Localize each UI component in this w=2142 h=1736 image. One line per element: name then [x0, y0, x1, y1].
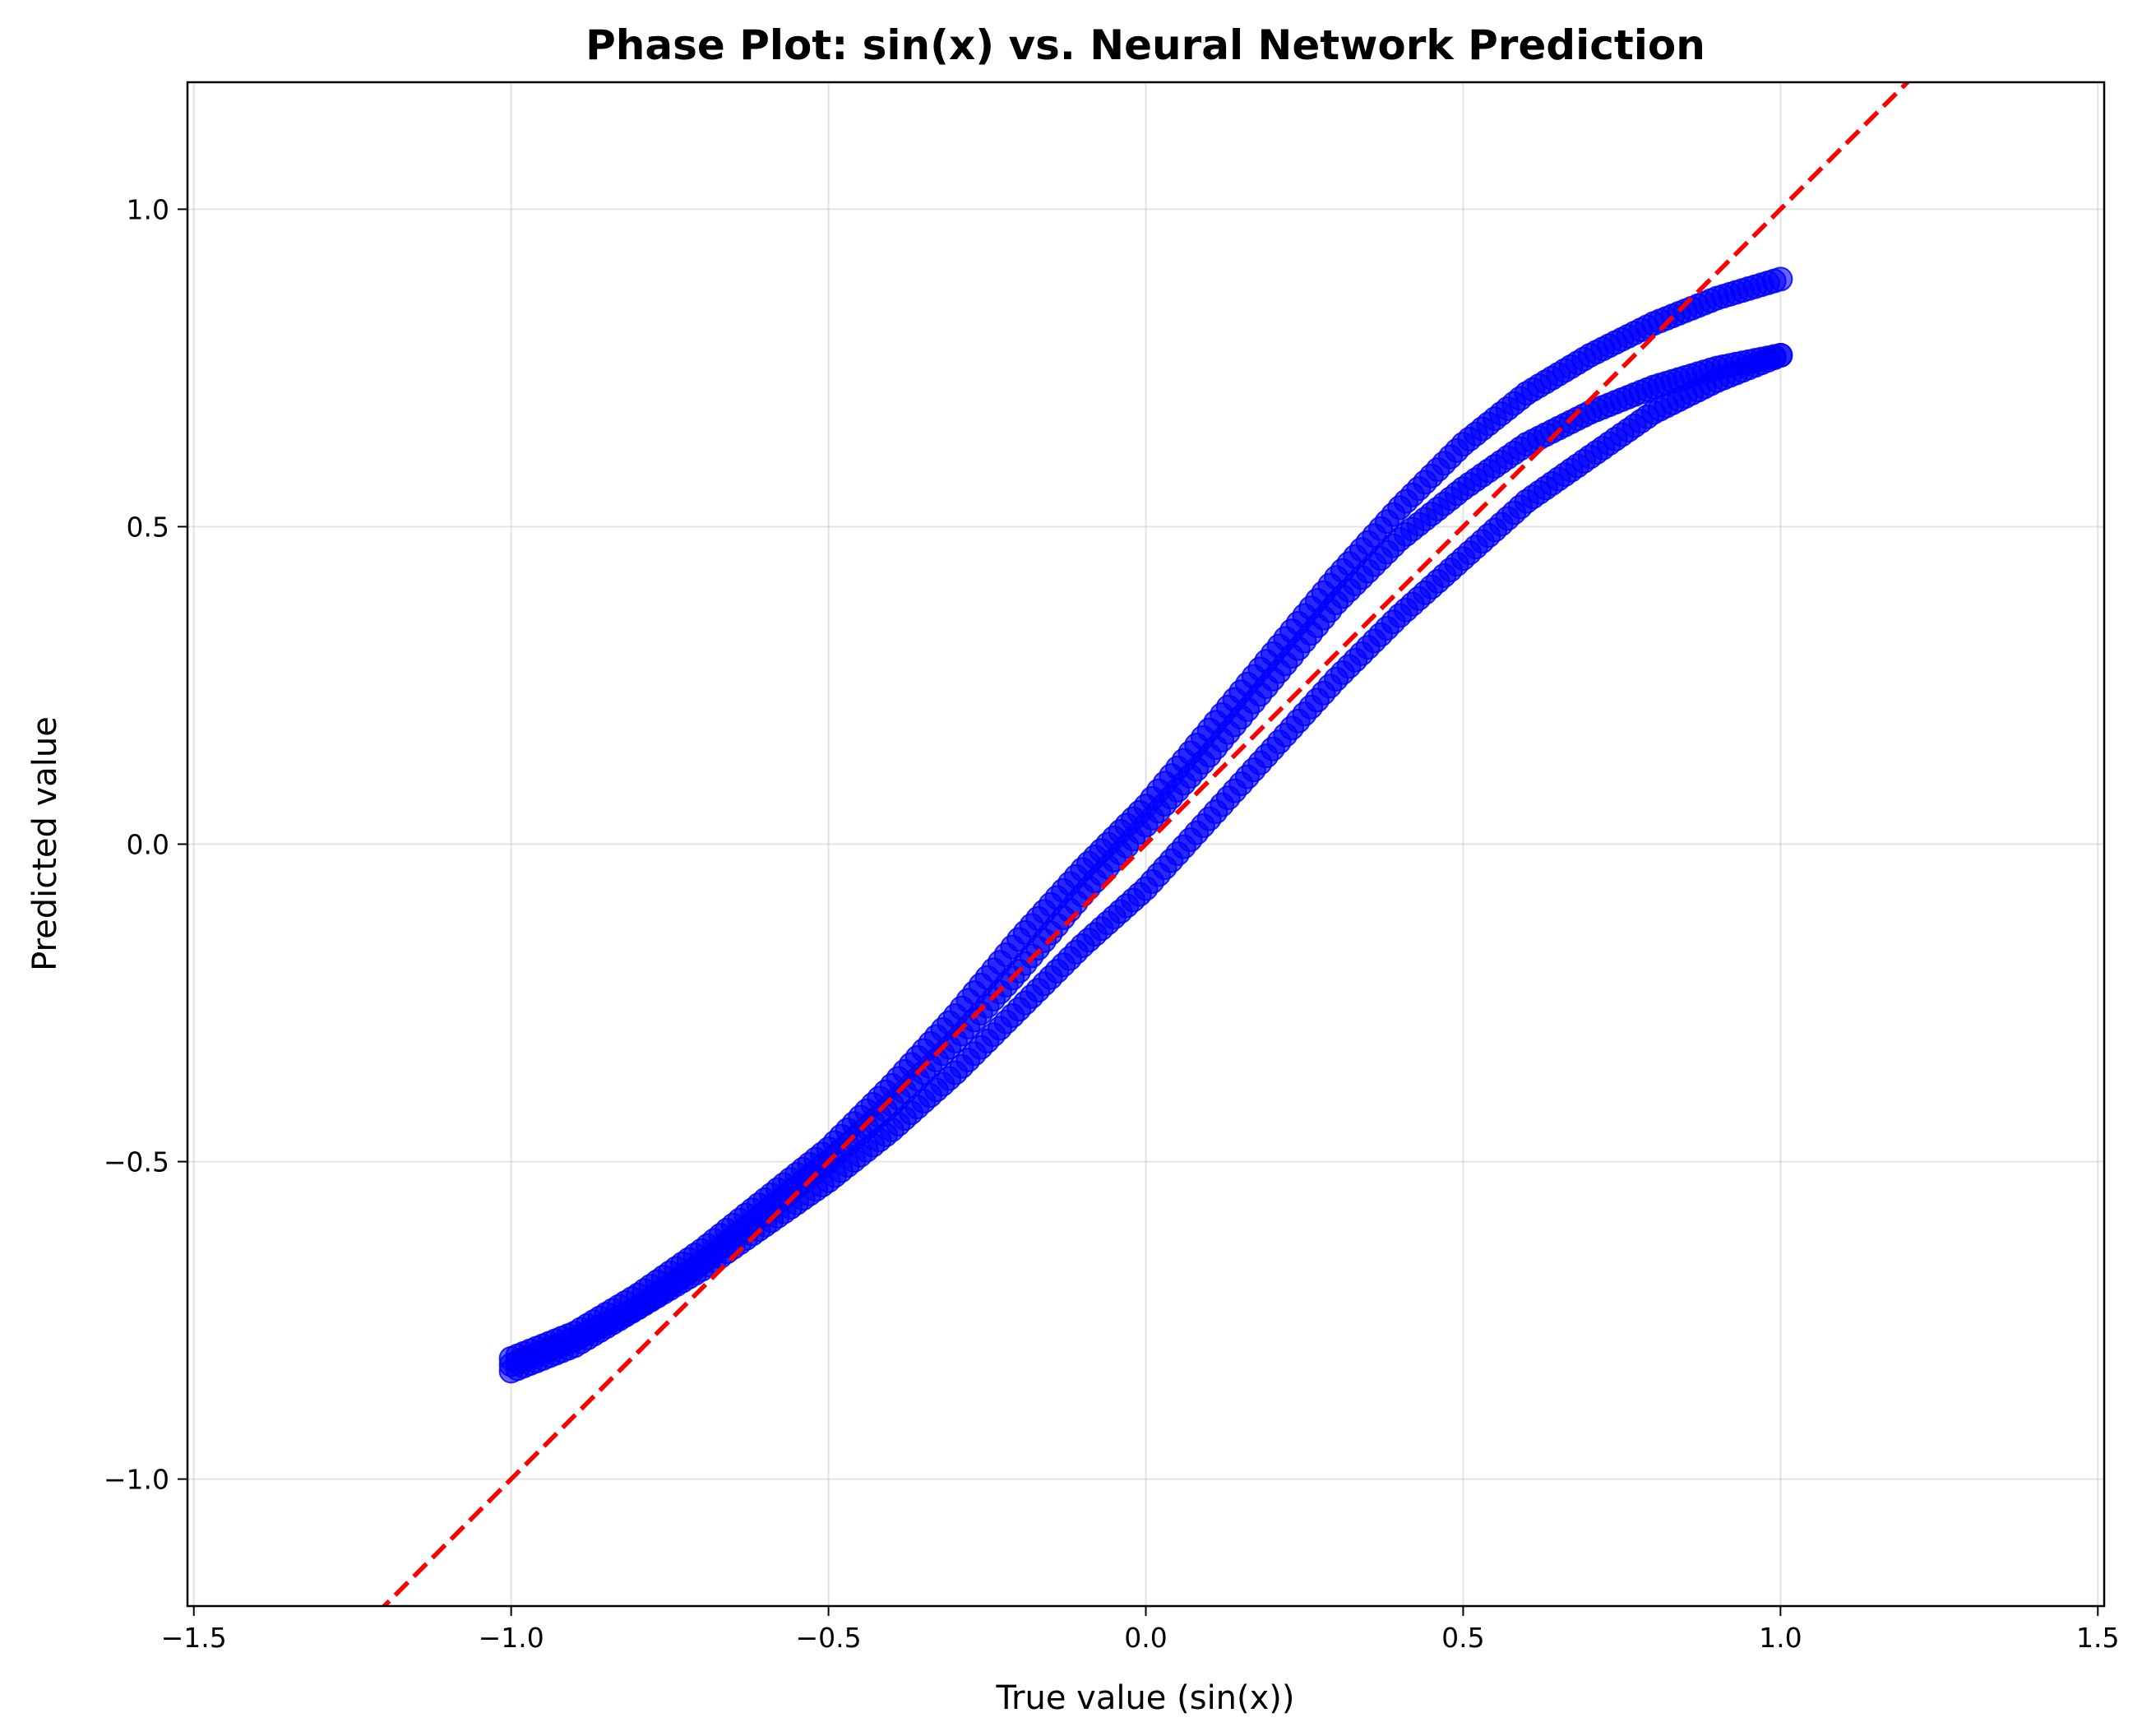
x-tick-label: −1.0 [479, 1622, 544, 1654]
reference-diagonal-line [381, 82, 1911, 1606]
x-tick-label: 0.5 [1441, 1622, 1484, 1654]
scatter-point [1768, 342, 1793, 368]
x-axis-label: True value (sin(x)) [995, 1679, 1294, 1717]
y-axis-label: Predicted value [26, 716, 64, 971]
y-tick-label: 0.0 [127, 829, 169, 861]
axis-ticks: −1.5 −1.0 −0.5 0.0 0.5 1.0 1.5 −1.0 −0.5 0.0 0.5 1.… [104, 193, 2120, 1654]
y-tick-label: 1.0 [127, 193, 169, 225]
x-tick-label: 1.5 [2076, 1622, 2119, 1654]
chart-title: Phase Plot: sin(x) vs. Neural Network Pr… [585, 21, 1705, 69]
x-tick-label: 0.0 [1124, 1622, 1167, 1654]
data-layer [381, 82, 1911, 1606]
y-tick-label: −1.0 [104, 1464, 169, 1496]
x-tick-label: 1.0 [1759, 1622, 1802, 1654]
y-tick-label: 0.5 [127, 511, 169, 543]
y-tick-label: −0.5 [104, 1146, 169, 1178]
x-tick-label: −1.5 [161, 1622, 227, 1654]
scatter-point [1768, 266, 1793, 292]
x-tick-label: −0.5 [796, 1622, 862, 1654]
